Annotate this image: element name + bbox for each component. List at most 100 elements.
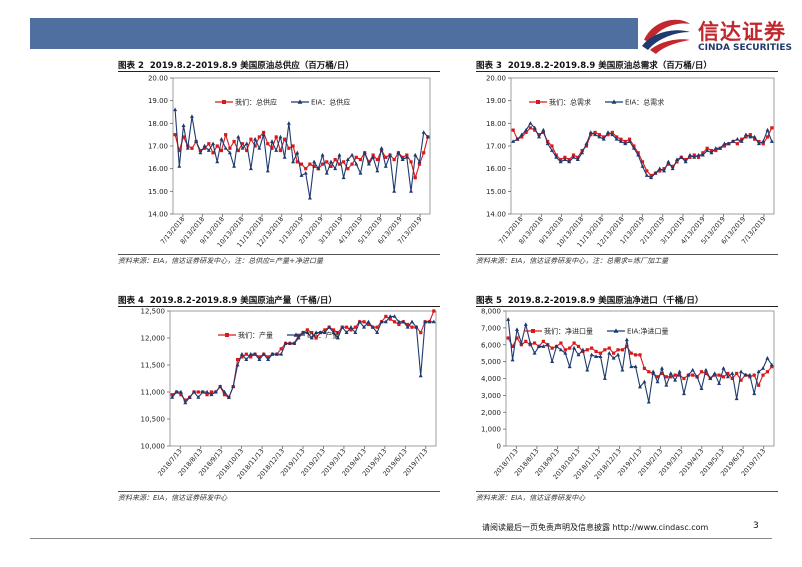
legend-item-0: 我们：总需求 bbox=[529, 98, 591, 107]
legend-item-0: 我们：净进口量 bbox=[524, 327, 593, 336]
data-point bbox=[353, 325, 357, 329]
data-point bbox=[185, 146, 190, 150]
data-point bbox=[752, 137, 757, 141]
data-point bbox=[623, 139, 627, 144]
data-point bbox=[307, 195, 312, 200]
data-point bbox=[308, 162, 312, 166]
data-point bbox=[303, 171, 308, 175]
data-point bbox=[353, 330, 358, 334]
data-point bbox=[752, 373, 756, 377]
data-point bbox=[324, 171, 329, 175]
data-point bbox=[735, 371, 739, 376]
data-point bbox=[713, 373, 717, 377]
data-point bbox=[196, 390, 200, 394]
y-tick-label: 3,000 bbox=[481, 392, 501, 400]
data-point bbox=[515, 336, 519, 340]
data-point bbox=[598, 351, 603, 355]
data-point bbox=[740, 137, 744, 141]
y-tick-label: 17.00 bbox=[148, 143, 168, 151]
data-point bbox=[421, 130, 426, 134]
data-point bbox=[318, 330, 323, 334]
chart-3-total-demand: 14.0015.0016.0017.0018.0019.0020.007/13/… bbox=[486, 75, 775, 249]
legend-label-1: EIA：总需求 bbox=[625, 98, 664, 107]
data-point bbox=[274, 148, 279, 152]
data-point bbox=[589, 352, 594, 357]
data-point bbox=[658, 169, 662, 173]
data-point bbox=[312, 164, 316, 168]
data-point bbox=[423, 319, 428, 324]
data-point bbox=[207, 142, 211, 146]
logo-chinese-text: 信达证券 bbox=[698, 20, 786, 44]
data-point bbox=[325, 160, 329, 164]
data-point bbox=[278, 134, 283, 139]
data-point bbox=[222, 389, 227, 394]
data-point bbox=[709, 148, 714, 153]
data-point bbox=[266, 142, 270, 146]
data-point bbox=[563, 155, 567, 159]
data-point bbox=[417, 159, 422, 164]
data-point bbox=[335, 335, 340, 340]
data-point bbox=[506, 336, 510, 340]
data-point bbox=[662, 167, 666, 171]
cinda-logo-mark-icon bbox=[642, 19, 690, 54]
data-point bbox=[616, 352, 621, 357]
data-point bbox=[524, 127, 529, 132]
data-point bbox=[520, 135, 524, 139]
data-point bbox=[690, 367, 695, 372]
data-point bbox=[769, 362, 774, 367]
data-point bbox=[213, 389, 218, 394]
data-point bbox=[367, 160, 371, 164]
data-point bbox=[392, 189, 397, 193]
data-point bbox=[218, 384, 223, 388]
data-point bbox=[704, 371, 708, 376]
data-point bbox=[607, 350, 612, 355]
data-point bbox=[410, 325, 414, 329]
data-point bbox=[593, 132, 598, 137]
chart-5-title-text: 2019.8.2-2019.8.9 美国原油净进口（千桶/日） bbox=[507, 296, 704, 306]
data-point bbox=[253, 144, 257, 148]
data-point bbox=[312, 159, 317, 164]
data-point bbox=[756, 369, 761, 374]
data-point bbox=[340, 325, 345, 329]
data-point bbox=[770, 365, 774, 369]
data-point bbox=[239, 352, 244, 356]
series-line-1 bbox=[171, 315, 434, 404]
data-point bbox=[370, 325, 375, 329]
chart-4-figure-number: 图表 4 bbox=[118, 296, 144, 306]
data-point bbox=[419, 331, 423, 335]
data-point bbox=[585, 367, 590, 372]
data-point bbox=[660, 371, 664, 376]
chart-5-top-rule bbox=[476, 306, 778, 307]
data-point bbox=[625, 344, 629, 349]
data-point bbox=[253, 137, 258, 141]
data-point bbox=[322, 330, 327, 334]
data-point bbox=[576, 155, 580, 159]
data-point bbox=[585, 348, 589, 352]
data-point bbox=[384, 314, 388, 318]
y-tick-label: 15.00 bbox=[148, 188, 168, 196]
data-point bbox=[567, 158, 571, 162]
legend-item-1: EIA：产量 bbox=[287, 331, 339, 340]
data-point bbox=[358, 171, 363, 175]
data-point bbox=[409, 189, 414, 193]
data-point bbox=[607, 346, 611, 350]
data-point bbox=[405, 325, 410, 329]
data-point bbox=[362, 325, 367, 329]
data-point bbox=[524, 130, 528, 134]
data-point bbox=[614, 137, 619, 141]
data-point bbox=[644, 173, 649, 177]
data-point bbox=[528, 343, 532, 347]
data-point bbox=[701, 151, 705, 155]
data-point bbox=[266, 355, 270, 359]
data-point bbox=[532, 125, 537, 130]
data-point bbox=[597, 134, 602, 139]
cinda-logo: 信达证券 CINDA SECURITIES bbox=[640, 12, 800, 60]
data-point bbox=[305, 328, 309, 332]
data-point bbox=[514, 327, 519, 331]
data-point bbox=[425, 134, 430, 139]
data-point bbox=[769, 139, 774, 143]
chart-5-source: 资料来源：EIA，信达证券研发中心 bbox=[476, 494, 586, 502]
data-point bbox=[226, 395, 231, 399]
data-point bbox=[342, 160, 346, 164]
y-tick-label: 5,000 bbox=[481, 358, 501, 366]
